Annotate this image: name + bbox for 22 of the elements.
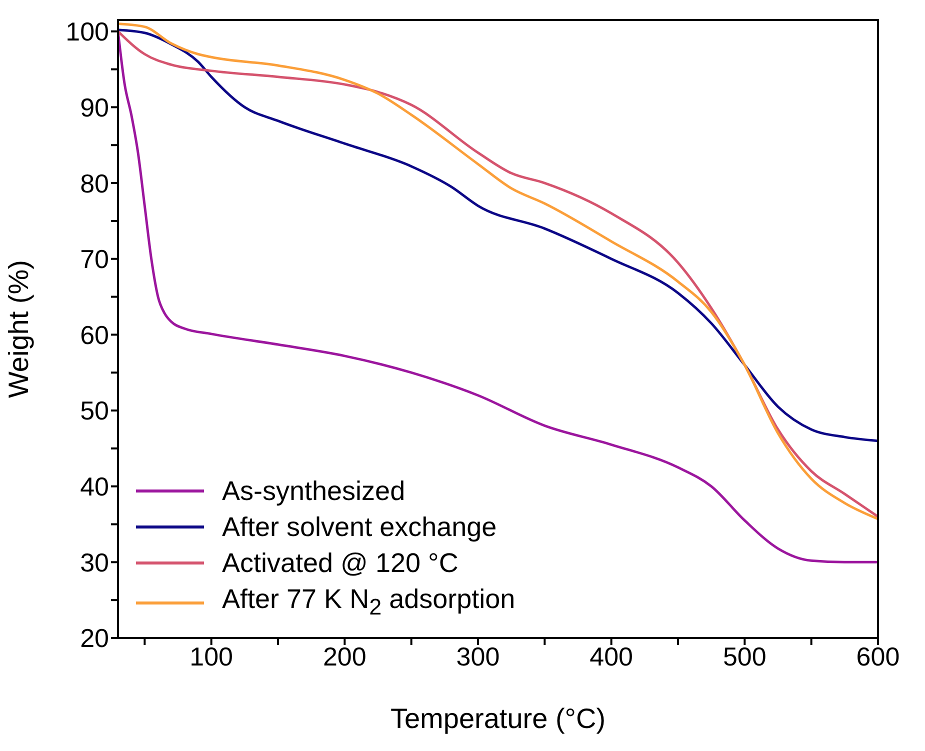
- x-tick-label: 200: [322, 641, 366, 672]
- y-tick-label: 20: [80, 623, 109, 654]
- x-tick-label: 400: [590, 641, 634, 672]
- y-tick-label: 100: [66, 16, 109, 47]
- y-tick-label: 50: [80, 396, 109, 426]
- legend-label: Activated @ 120 °C: [222, 546, 458, 580]
- x-tick-label: 500: [722, 641, 766, 672]
- x-tick-label: 100: [190, 641, 234, 672]
- y-tick-label: 30: [80, 547, 109, 578]
- x-tick-label: 300: [456, 641, 500, 672]
- x-axis-title: Temperature (°C): [390, 703, 606, 734]
- y-tick-label: 80: [80, 168, 109, 198]
- y-tick-label: 40: [80, 472, 109, 502]
- legend-label: As-synthesized: [222, 474, 406, 508]
- legend-label: After 77 K N$_{2}$ adsorption: [222, 582, 516, 621]
- y-tick-label: 70: [80, 244, 109, 274]
- y-tick-label: 90: [80, 92, 109, 122]
- y-axis-title: Weight (%): [2, 260, 34, 398]
- legend-label: After solvent exchange: [222, 510, 497, 544]
- line-series: [118, 28, 878, 442]
- y-tick-label: 60: [80, 320, 109, 350]
- x-tick-label: 600: [856, 641, 900, 672]
